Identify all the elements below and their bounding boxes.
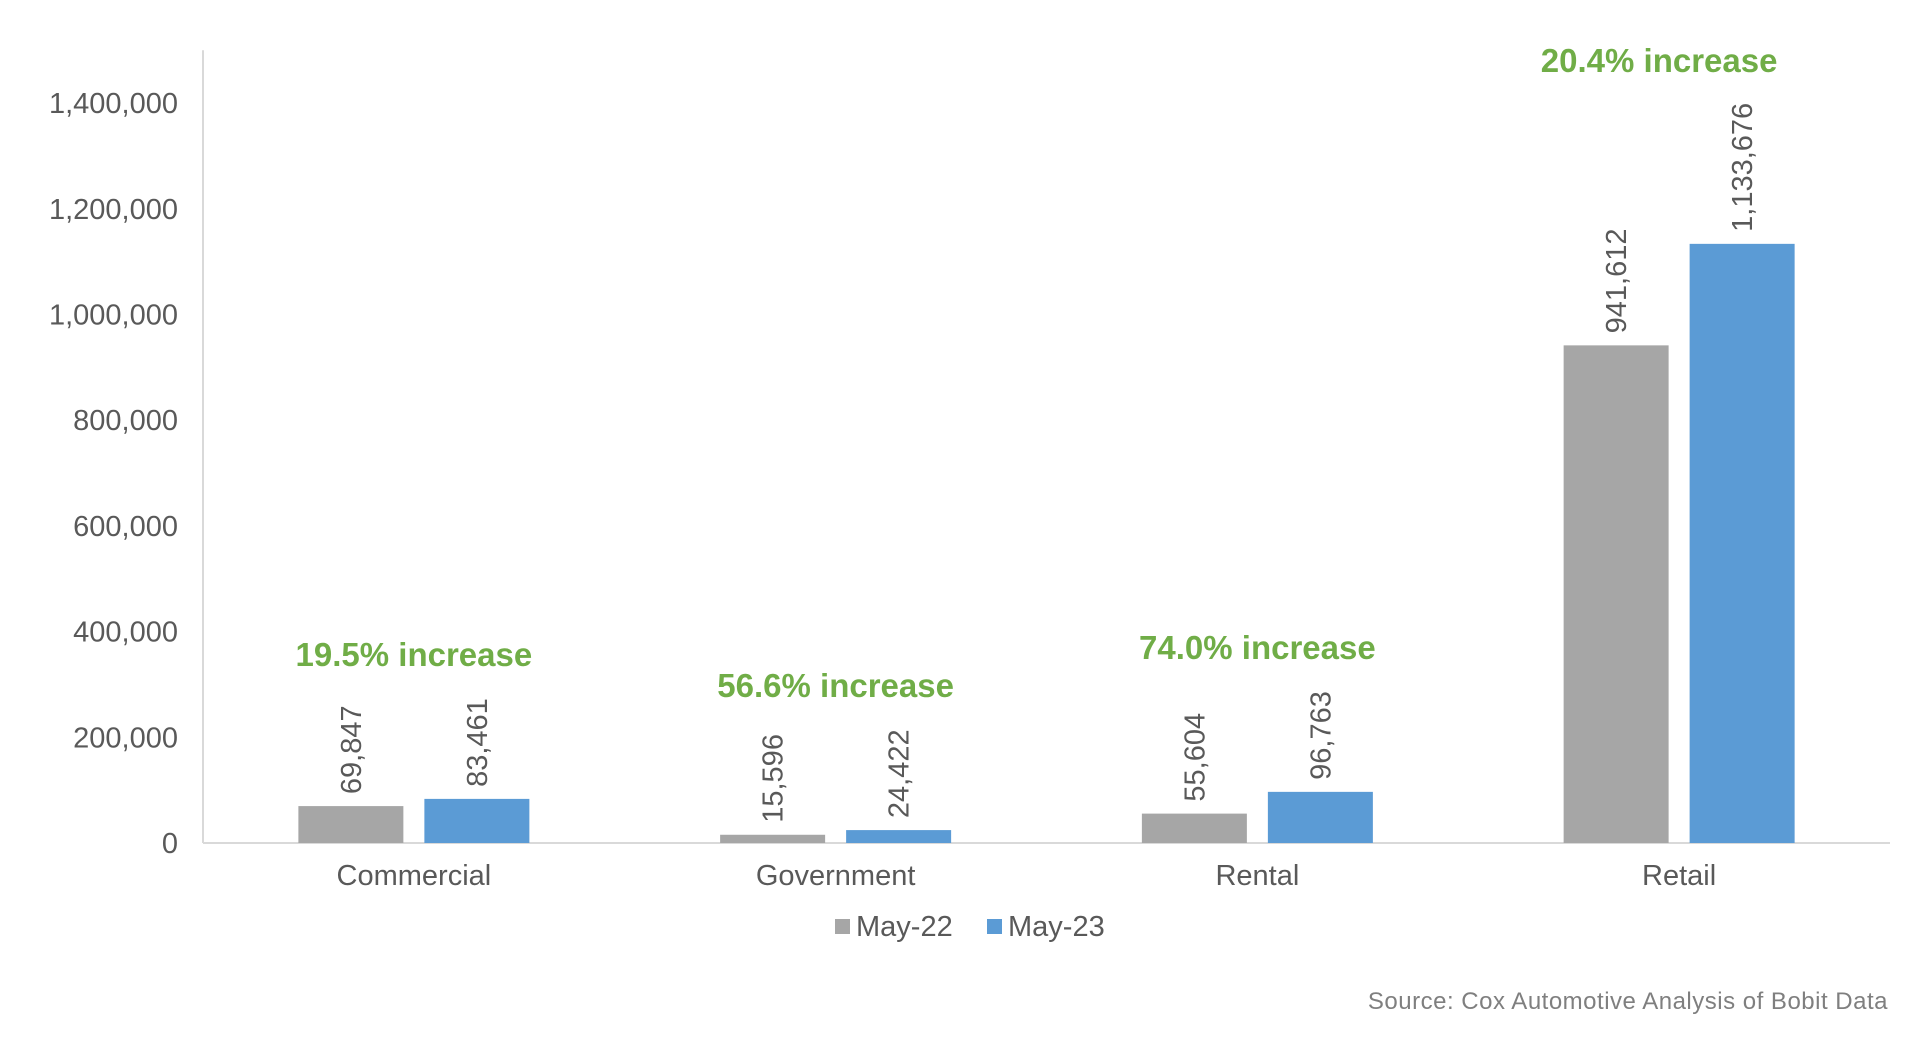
y-tick-label: 200,000 <box>73 722 178 754</box>
legend-label: May-22 <box>856 911 953 943</box>
legend-label: May-23 <box>1008 911 1105 943</box>
y-tick-label: 1,200,000 <box>49 194 178 226</box>
y-axis: 0 200,000 400,000 600,000 800,000 1,000,000 1,… <box>49 50 204 860</box>
bar-may-23 <box>424 798 530 843</box>
data-label: 15,596 <box>758 734 790 823</box>
y-tick-label: 800,000 <box>73 405 178 437</box>
y-tick-label: 400,000 <box>73 617 178 649</box>
data-label: 83,461 <box>462 698 494 787</box>
data-label: 1,133,676 <box>1727 103 1759 232</box>
increase-annotation: 56.6% increase <box>717 667 954 704</box>
bar-may-23 <box>1267 791 1373 843</box>
x-tick-label: Government <box>756 860 916 892</box>
source-note: Source: Cox Automotive Analysis of Bobit… <box>1367 988 1888 1015</box>
legend-swatch-may-23 <box>987 919 1002 934</box>
data-label: 69,847 <box>336 705 368 794</box>
bar-may-22 <box>720 834 826 843</box>
y-tick-label: 1,400,000 <box>49 88 178 120</box>
y-tick-label: 600,000 <box>73 511 178 543</box>
bars <box>298 243 1795 843</box>
y-tick-label: 0 <box>162 828 178 860</box>
bar-may-22 <box>1141 813 1247 843</box>
bar-may-22 <box>1563 345 1669 843</box>
bar-may-22 <box>298 806 404 843</box>
x-tick-label: Retail <box>1642 860 1716 892</box>
data-label: 55,604 <box>1179 713 1211 802</box>
value-labels: 69,847 83,461 15,596 24,422 55,604 96,763 941,… <box>336 103 1759 823</box>
x-tick-label: Rental <box>1215 860 1299 892</box>
increase-annotation: 19.5% increase <box>296 636 533 673</box>
x-axis: Commercial Government Rental Retail <box>203 842 1890 892</box>
data-label: 941,612 <box>1601 229 1633 334</box>
increase-annotation: 74.0% increase <box>1139 629 1376 666</box>
bar-may-23 <box>1689 243 1795 843</box>
y-tick-label: 1,000,000 <box>49 300 178 332</box>
increase-annotations: 19.5% increase 56.6% increase 74.0% increa… <box>296 42 1778 704</box>
data-label: 24,422 <box>884 729 916 818</box>
legend-swatch-may-22 <box>835 919 850 934</box>
increase-annotation: 20.4% increase <box>1541 42 1778 79</box>
data-label: 96,763 <box>1305 691 1337 780</box>
legend: May-22 May-23 <box>835 911 1105 943</box>
bar-may-23 <box>846 830 952 843</box>
x-tick-label: Commercial <box>337 860 492 892</box>
